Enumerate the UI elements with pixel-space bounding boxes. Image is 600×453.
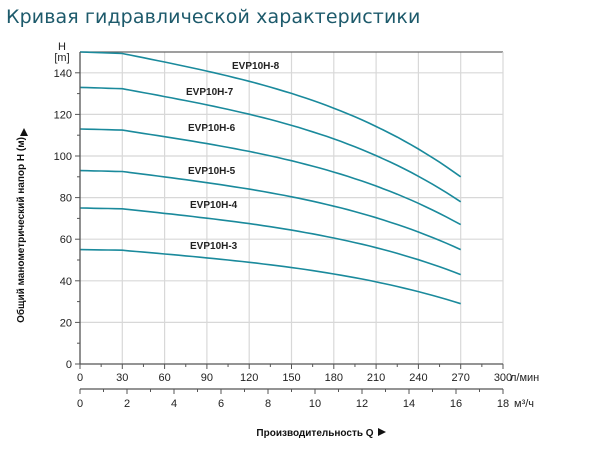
curve-evp10h-5	[79, 169, 462, 251]
x-tick-label: 210	[367, 372, 385, 384]
curve-label: EVP10H-3	[190, 241, 238, 252]
curve-evp10h-6	[79, 128, 462, 226]
x2-tick-label: 16	[450, 398, 462, 410]
curve-label: EVP10H-5	[188, 166, 236, 177]
grid-lines	[80, 51, 504, 364]
x-tick-label: 120	[240, 372, 258, 384]
x2-tick-label: 10	[309, 398, 321, 410]
page-title: Кривая гидравлической характеристики	[6, 6, 421, 28]
y-tick-label: 120	[54, 109, 72, 121]
curve-labels: EVP10H-8 EVP10H-7 EVP10H-6 EVP10H-5 EVP10H-4…	[186, 61, 280, 252]
x2-tick-label: 4	[171, 398, 177, 410]
y-tick-label: 0	[66, 359, 72, 371]
x-axis-label: Производительность Q	[256, 428, 373, 439]
curve-evp10h-4	[79, 207, 461, 276]
curve-label: EVP10H-7	[186, 87, 234, 98]
svg-text:[m]: [m]	[54, 52, 69, 64]
curve-label: EVP10H-8	[232, 61, 280, 72]
y-tick-label: 40	[60, 276, 72, 288]
y-tick-label: 100	[54, 151, 72, 163]
x-tick-label: 240	[409, 372, 427, 384]
x2-tick-label: 0	[77, 398, 83, 410]
x2-tick-label: 2	[124, 398, 130, 410]
x-tick-label: 60	[158, 372, 170, 384]
x2-tick-label: 14	[403, 398, 415, 410]
y-tick-label: 140	[54, 68, 72, 80]
curve-evp10h-8	[79, 51, 462, 178]
x2-tick-label: 6	[218, 398, 224, 410]
x-tick-label: 30	[116, 372, 128, 384]
y-axis-label: Общий манометрический напор H (м)	[15, 137, 27, 323]
x-tick-label: 90	[201, 372, 213, 384]
svg-text:H: H	[58, 41, 66, 53]
curve-label: EVP10H-6	[188, 123, 236, 134]
x-tick-label: 150	[282, 372, 300, 384]
curve-evp10h-7	[79, 86, 462, 203]
x-tick-label: 0	[77, 372, 83, 384]
y-tick-label: 20	[60, 317, 72, 329]
curve-evp10h-3	[79, 248, 461, 305]
svg-text:м³/ч: м³/ч	[514, 398, 534, 410]
x2-tick-label: 12	[356, 398, 368, 410]
curve-label: EVP10H-4	[190, 200, 238, 211]
x2-tick-label: 8	[265, 398, 271, 410]
x-tick-label: 180	[325, 372, 343, 384]
y-arrow-icon	[20, 128, 28, 136]
y-tick-label: 80	[60, 193, 72, 205]
svg-text:л/мин: л/мин	[510, 372, 539, 384]
pump-curves	[79, 51, 462, 305]
x-tick-label: 300	[494, 372, 512, 384]
x2-tick-label: 18	[497, 398, 509, 410]
y-tick-label: 60	[60, 234, 72, 246]
x-tick-label: 270	[452, 372, 470, 384]
x-arrow-icon	[378, 428, 386, 436]
